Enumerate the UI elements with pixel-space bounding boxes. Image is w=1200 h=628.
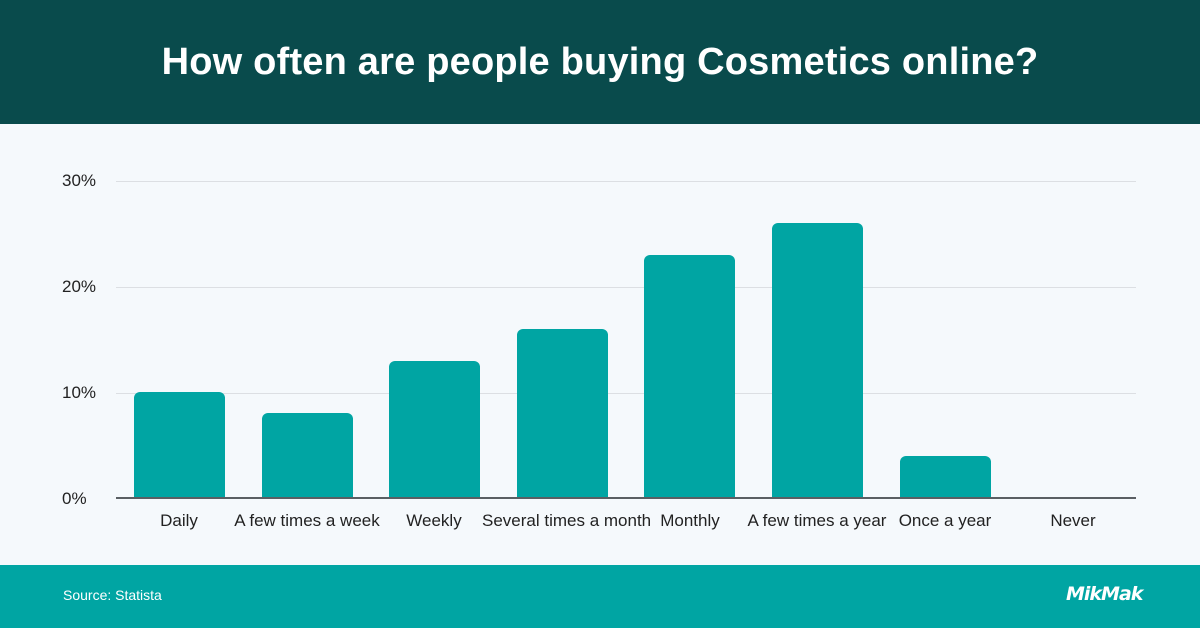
bar-a-few-times-a-week	[261, 413, 353, 498]
bar-daily	[134, 392, 225, 498]
chart-title: How often are people buying Cosmetics on…	[161, 40, 1039, 83]
x-label-weekly: Weekly	[406, 511, 462, 530]
chart-area: 0% 10% 20% 30% Daily A few times a week …	[0, 124, 1200, 565]
header-banner: How often are people buying Cosmetics on…	[0, 0, 1200, 124]
x-label-daily: Daily	[160, 511, 198, 530]
mikmak-logo: MikMak	[1066, 583, 1143, 605]
bar-weekly	[389, 360, 481, 498]
gridline-20	[116, 287, 1136, 288]
gridline-30	[116, 181, 1136, 182]
x-label-few-times-year: A few times a year	[747, 511, 887, 530]
y-tick-10: 10%	[62, 383, 97, 402]
x-axis-baseline	[116, 497, 1136, 499]
bar-several-times-a-month	[516, 328, 608, 498]
bar-a-few-times-a-year	[772, 223, 863, 498]
bar-monthly	[644, 254, 736, 498]
x-label-once-year: Once a year	[898, 511, 992, 530]
x-label-few-times-week: A few times a week	[234, 511, 380, 530]
bar-once-a-year	[899, 455, 991, 498]
y-tick-30: 30%	[62, 171, 97, 190]
x-label-several-times-month: Several times a month	[482, 511, 652, 530]
x-label-monthly: Monthly	[660, 511, 720, 530]
y-tick-20: 20%	[62, 277, 97, 296]
x-label-never: Never	[1050, 511, 1096, 530]
y-tick-0: 0%	[62, 489, 87, 508]
source-text: Source: Statista	[63, 587, 162, 603]
gridline-10	[116, 393, 1136, 394]
footer-bar: Source: Statista MikMak	[0, 565, 1200, 628]
